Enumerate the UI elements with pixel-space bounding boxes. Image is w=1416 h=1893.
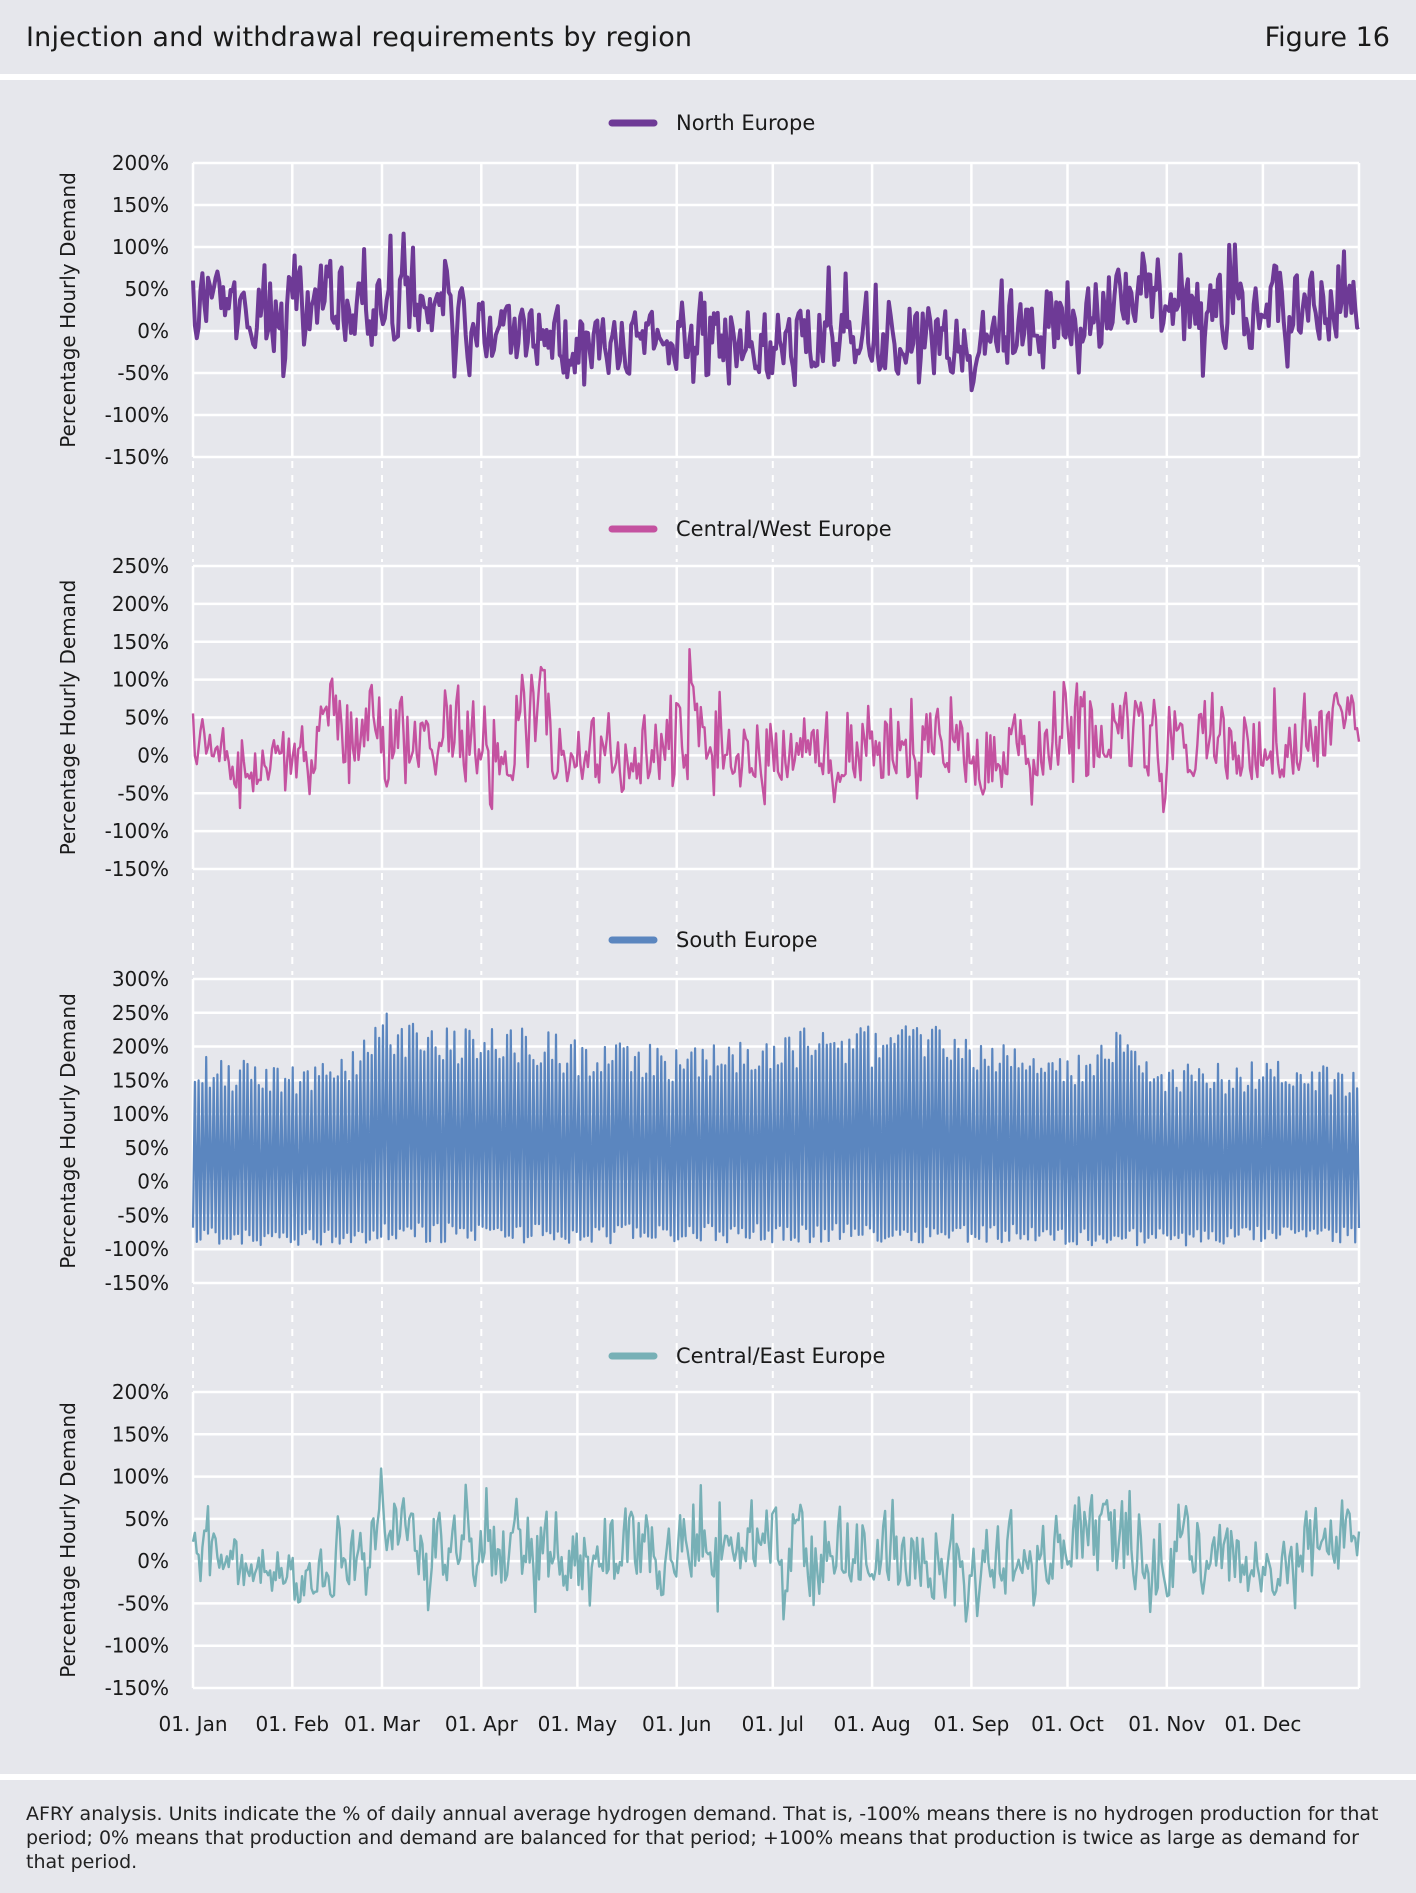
series-line-north-europe	[191, 231, 1360, 393]
y-tick-label: 250%	[112, 554, 169, 578]
y-axis-label: Percentage Hourly Demand	[56, 993, 80, 1269]
header-divider	[0, 74, 1416, 80]
footer-divider	[0, 1774, 1416, 1780]
y-tick-label: -50%	[117, 1203, 169, 1227]
y-tick-label: 100%	[112, 668, 169, 692]
y-tick-label: 300%	[112, 967, 169, 991]
y-tick-label: 50%	[125, 1507, 169, 1531]
y-tick-label: 100%	[112, 235, 169, 259]
y-axis-label: Percentage Hourly Demand	[56, 172, 80, 448]
y-tick-label: 150%	[112, 630, 169, 654]
series-line-south-europe	[191, 1012, 1361, 1247]
y-axis-label: Percentage Hourly Demand	[56, 1402, 80, 1678]
x-tick-label: 01. Jan	[159, 1712, 228, 1736]
y-tick-label: 50%	[125, 277, 169, 301]
figure-title: Injection and withdrawal requirements by…	[26, 22, 693, 53]
x-tick-label: 01. Feb	[256, 1712, 330, 1736]
series-line-central-east-europe	[191, 1467, 1361, 1623]
y-tick-label: 150%	[112, 1422, 169, 1446]
y-tick-label: 200%	[112, 1380, 169, 1404]
y-tick-label: -100%	[105, 403, 169, 427]
legend-label: South Europe	[676, 928, 818, 952]
y-tick-label: 100%	[112, 1102, 169, 1126]
y-tick-label: 150%	[112, 193, 169, 217]
y-tick-label: 250%	[112, 1001, 169, 1025]
x-tick-label: 01. Sep	[933, 1712, 1009, 1736]
y-tick-label: 50%	[125, 1136, 169, 1160]
x-tick-label: 01. Apr	[445, 1712, 519, 1736]
y-tick-label: 0%	[137, 1170, 169, 1194]
y-tick-label: 0%	[137, 319, 169, 343]
y-tick-label: 100%	[112, 1465, 169, 1489]
y-tick-label: -50%	[117, 1591, 169, 1615]
legend-label: Central/East Europe	[676, 1344, 885, 1368]
footnote: AFRY analysis. Units indicate the % of d…	[26, 1803, 1379, 1873]
y-tick-label: 0%	[137, 1549, 169, 1573]
y-axis-label: Percentage Hourly Demand	[56, 580, 80, 856]
y-tick-label: 200%	[112, 151, 169, 175]
y-tick-label: 200%	[112, 592, 169, 616]
chart-panel-1: 200% 150% 100% 50% 0% -50% -100% -150% Percentag…	[56, 111, 1361, 469]
y-tick-label: -100%	[105, 1237, 169, 1261]
series-line-central-west-europe	[191, 648, 1361, 814]
x-tick-label: 01. Mar	[344, 1712, 421, 1736]
y-tick-label: -50%	[117, 781, 169, 805]
legend-label: Central/West Europe	[676, 517, 892, 541]
x-tick-label: 01. Jun	[642, 1712, 711, 1736]
figure-header: Injection and withdrawal requirements by…	[0, 0, 1416, 76]
figure-label: Figure 16	[1264, 22, 1390, 53]
y-tick-label: -100%	[105, 819, 169, 843]
chart-panel-4: 200% 150% 100% 50% 0% -50% -100% -150% Percentag…	[56, 1344, 1361, 1736]
y-tick-label: -150%	[105, 857, 169, 881]
x-tick-label: 01. Jul	[742, 1712, 804, 1736]
x-tick-label: 01. Nov	[1128, 1712, 1205, 1736]
y-tick-label: -150%	[105, 445, 169, 469]
y-tick-label: 0%	[137, 743, 169, 767]
y-tick-label: 200%	[112, 1035, 169, 1059]
y-tick-label: -150%	[105, 1676, 169, 1700]
x-tick-label: 01. Aug	[833, 1712, 910, 1736]
x-tick-label: 01. May	[538, 1712, 618, 1736]
y-tick-label: 50%	[125, 706, 169, 730]
x-tick-label: 01. Oct	[1031, 1712, 1104, 1736]
y-tick-label: 150%	[112, 1068, 169, 1092]
y-tick-label: -150%	[105, 1271, 169, 1295]
y-tick-label: -50%	[117, 361, 169, 385]
chart-panel-3: 300% 250% 200% 150% 100% 50% 0% -50% -100% -150% P…	[56, 928, 1361, 1295]
y-tick-label: -100%	[105, 1634, 169, 1658]
x-tick-label: 01. Dec	[1224, 1712, 1301, 1736]
legend-label: North Europe	[676, 111, 815, 135]
chart-panel-2: 250% 200% 150% 100% 50% 0% -50% -100% -150% Perce…	[56, 517, 1361, 881]
